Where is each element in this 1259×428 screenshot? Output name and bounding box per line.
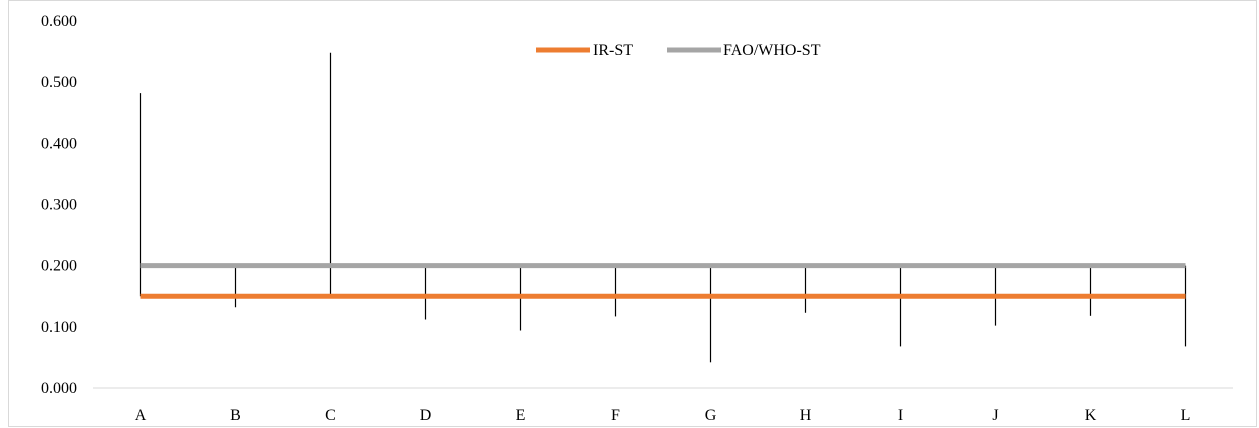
x-tick-label: E	[516, 407, 526, 424]
y-tick-label: 0.500	[41, 74, 77, 91]
x-tick-label: G	[705, 407, 717, 424]
x-axis: A B C D E F G H I J K L	[135, 407, 1191, 424]
error-bars	[139, 52, 1187, 363]
y-tick-label: 0.100	[41, 319, 77, 336]
legend-label-ir-st: IR-ST	[593, 42, 633, 59]
x-tick-label: J	[992, 407, 998, 424]
y-tick-label: 0.400	[41, 135, 77, 152]
x-tick-label: L	[1181, 407, 1191, 424]
y-tick-label: 0.200	[41, 258, 77, 275]
x-tick-label: D	[420, 407, 432, 424]
y-tick-label: 0.600	[41, 13, 77, 30]
x-tick-label: B	[230, 407, 241, 424]
y-axis: 0.000 0.100 0.200 0.300 0.400 0.500 0.600	[41, 13, 77, 397]
chart-area: 0.000 0.100 0.200 0.300 0.400 0.500 0.600 A B C D…	[8, 0, 1257, 427]
x-tick-label: C	[325, 407, 336, 424]
x-tick-label: K	[1085, 407, 1097, 424]
x-tick-label: I	[898, 407, 903, 424]
series-lines	[140, 263, 1186, 299]
line-chart: 0.000 0.100 0.200 0.300 0.400 0.500 0.600 A B C D…	[41, 13, 1233, 424]
legend-label-fao-who-st: FAO/WHO-ST	[723, 42, 821, 59]
x-tick-label: F	[611, 407, 620, 424]
legend: IR-ST FAO/WHO-ST	[536, 42, 821, 59]
y-tick-label: 0.300	[41, 197, 77, 214]
y-tick-label: 0.000	[41, 380, 77, 397]
x-tick-label: A	[135, 407, 147, 424]
x-tick-label: H	[800, 407, 812, 424]
